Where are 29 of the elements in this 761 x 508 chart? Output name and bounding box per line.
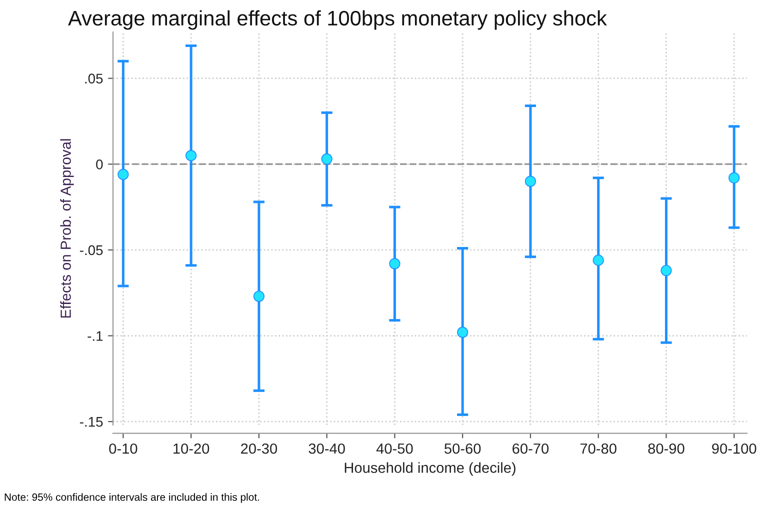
x-tick-label: 40-50 [376, 443, 413, 454]
point [185, 150, 197, 162]
y-tick-label: -.15 [80, 417, 103, 427]
y-tick-label: .05 [85, 74, 103, 84]
x-tick-label: 90-100 [712, 443, 756, 454]
point [660, 264, 672, 276]
point [321, 153, 332, 165]
x-axis-title: Household income (decile) [344, 462, 516, 476]
point [728, 172, 740, 184]
x-tick-label: 20-30 [241, 443, 278, 454]
x-tick-label: 60-70 [512, 443, 549, 454]
point [457, 326, 468, 338]
y-tick-label: -.05 [80, 245, 103, 256]
point [253, 290, 265, 302]
x-tick-label: 30-40 [308, 443, 345, 454]
x-tick-label: 0-10 [109, 443, 138, 454]
point [592, 254, 604, 266]
chart-title: Average marginal effects of 100bps monetary policy shock [68, 10, 607, 30]
x-tick-label: 80-90 [648, 443, 684, 454]
text: Note: 95% confidence intervals are included in this plot. [4, 493, 259, 503]
x-tick-label: 10-20 [174, 443, 210, 454]
point [524, 176, 536, 187]
x-tick-label: 70-80 [580, 443, 616, 454]
point [118, 168, 129, 180]
y-tick-label: 0 [96, 159, 103, 170]
y-axis-title: Effects on Prob. of Approval [60, 139, 74, 318]
x-tick-label: 50-60 [444, 443, 481, 454]
y-tick-label: -.1 [88, 331, 103, 341]
point [389, 258, 400, 270]
